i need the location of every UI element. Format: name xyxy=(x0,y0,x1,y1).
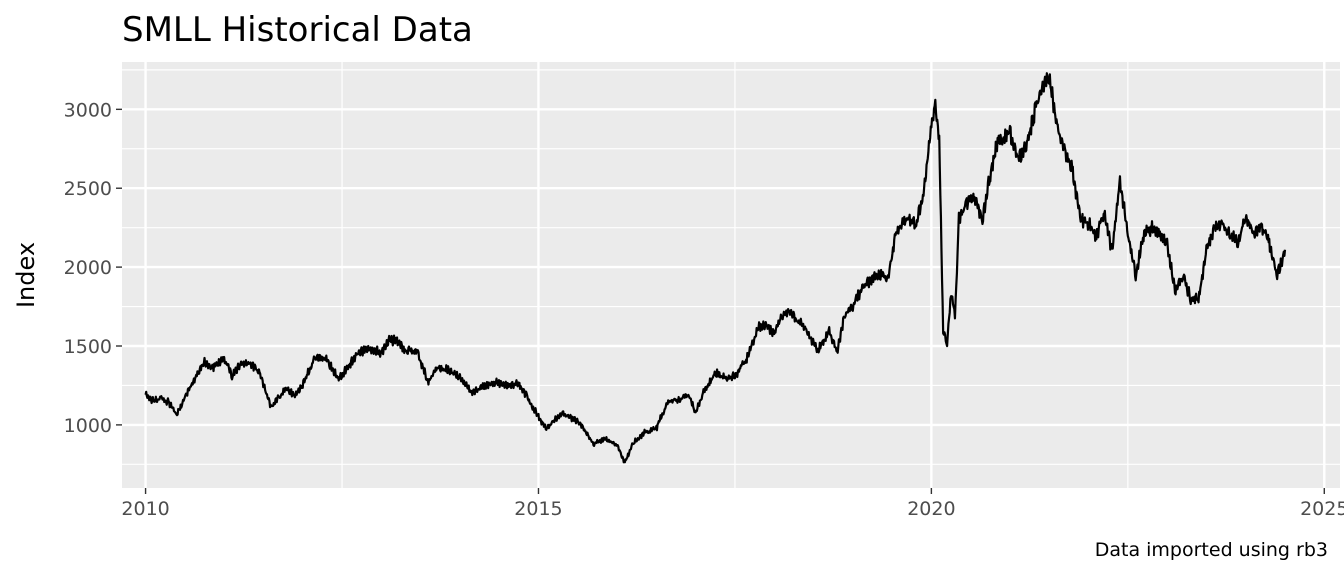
x-tick-label: 2025 xyxy=(1300,498,1344,520)
minor-x-gridlines xyxy=(341,62,1129,488)
y-tick-label: 1500 xyxy=(64,336,112,358)
x-tick-label: 2020 xyxy=(907,498,955,520)
y-tick-label: 1000 xyxy=(64,415,112,437)
series-layer xyxy=(144,72,1287,464)
minor-y-gridlines xyxy=(122,69,1340,465)
y-axis-title: Index xyxy=(12,242,40,308)
series-line xyxy=(144,72,1287,464)
y-tick-label: 2500 xyxy=(64,178,112,200)
x-axis-ticks: 2010 2015 2020 2025 xyxy=(121,488,1344,520)
y-axis-ticks: 1000 1500 2000 2500 3000 xyxy=(64,99,122,437)
y-tick-label: 3000 xyxy=(64,99,112,121)
y-tick-label: 2000 xyxy=(64,257,112,279)
x-tick-label: 2015 xyxy=(514,498,562,520)
x-tick-label: 2010 xyxy=(121,498,169,520)
chart-title: SMLL Historical Data xyxy=(122,10,473,50)
chart-caption: Data imported using rb3 xyxy=(1095,539,1328,561)
